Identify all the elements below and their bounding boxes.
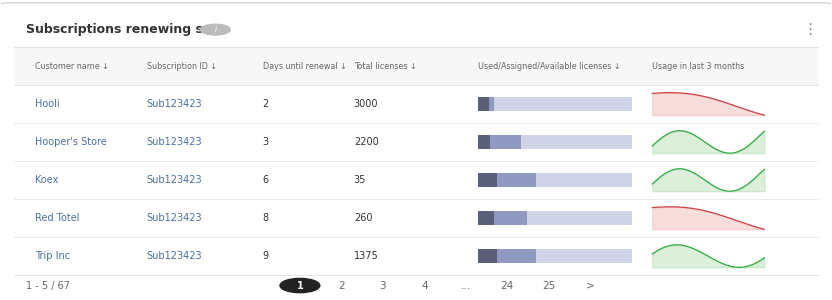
- Text: 3: 3: [263, 137, 269, 147]
- Text: Subscriptions renewing soon: Subscriptions renewing soon: [27, 23, 229, 36]
- FancyBboxPatch shape: [478, 134, 521, 149]
- Text: 1: 1: [296, 280, 304, 290]
- Text: Sub123423: Sub123423: [146, 99, 202, 109]
- FancyBboxPatch shape: [14, 47, 818, 85]
- Text: 4: 4: [421, 280, 428, 290]
- Text: 260: 260: [354, 213, 372, 223]
- Text: Sub123423: Sub123423: [146, 251, 202, 261]
- FancyBboxPatch shape: [478, 249, 497, 263]
- Text: 2200: 2200: [354, 137, 379, 147]
- Text: 25: 25: [542, 280, 555, 290]
- Text: Trip Inc: Trip Inc: [35, 251, 70, 261]
- Circle shape: [280, 278, 319, 293]
- FancyBboxPatch shape: [478, 172, 537, 187]
- Text: 6: 6: [263, 175, 269, 185]
- Text: ...: ...: [461, 280, 471, 290]
- Text: Sub123423: Sub123423: [146, 213, 202, 223]
- Text: Usage in last 3 months: Usage in last 3 months: [652, 61, 745, 70]
- Text: 1375: 1375: [354, 251, 379, 261]
- FancyBboxPatch shape: [478, 172, 497, 187]
- FancyBboxPatch shape: [478, 97, 489, 111]
- Text: >: >: [586, 280, 595, 290]
- FancyBboxPatch shape: [478, 134, 631, 149]
- Text: Sub123423: Sub123423: [146, 137, 202, 147]
- FancyBboxPatch shape: [478, 97, 631, 111]
- Text: 1 - 5 / 67: 1 - 5 / 67: [27, 280, 70, 290]
- FancyBboxPatch shape: [478, 172, 631, 187]
- FancyBboxPatch shape: [478, 211, 493, 225]
- Text: 9: 9: [263, 251, 269, 261]
- Text: Subscription ID ↓: Subscription ID ↓: [146, 61, 216, 70]
- Text: 2: 2: [263, 99, 269, 109]
- Text: ⋮: ⋮: [802, 22, 818, 37]
- Text: Used/Assigned/Available licenses ↓: Used/Assigned/Available licenses ↓: [478, 61, 621, 70]
- Text: 35: 35: [354, 175, 366, 185]
- Circle shape: [201, 24, 230, 35]
- FancyBboxPatch shape: [478, 249, 537, 263]
- Text: i: i: [215, 25, 216, 34]
- Text: 24: 24: [501, 280, 514, 290]
- Text: Koex: Koex: [35, 175, 58, 185]
- Text: Days until renewal ↓: Days until renewal ↓: [263, 61, 346, 70]
- FancyBboxPatch shape: [478, 211, 527, 225]
- Text: 8: 8: [263, 213, 269, 223]
- Text: 3: 3: [379, 280, 386, 290]
- Text: Customer name ↓: Customer name ↓: [35, 61, 108, 70]
- FancyBboxPatch shape: [0, 3, 832, 300]
- FancyBboxPatch shape: [478, 249, 631, 263]
- FancyBboxPatch shape: [478, 134, 491, 149]
- Text: Hooli: Hooli: [35, 99, 59, 109]
- Text: Sub123423: Sub123423: [146, 175, 202, 185]
- Text: Total licenses ↓: Total licenses ↓: [354, 61, 417, 70]
- FancyBboxPatch shape: [478, 211, 631, 225]
- Text: Red Totel: Red Totel: [35, 213, 79, 223]
- FancyBboxPatch shape: [478, 97, 493, 111]
- Text: 2: 2: [338, 280, 344, 290]
- Text: Hooper's Store: Hooper's Store: [35, 137, 106, 147]
- Text: 3000: 3000: [354, 99, 379, 109]
